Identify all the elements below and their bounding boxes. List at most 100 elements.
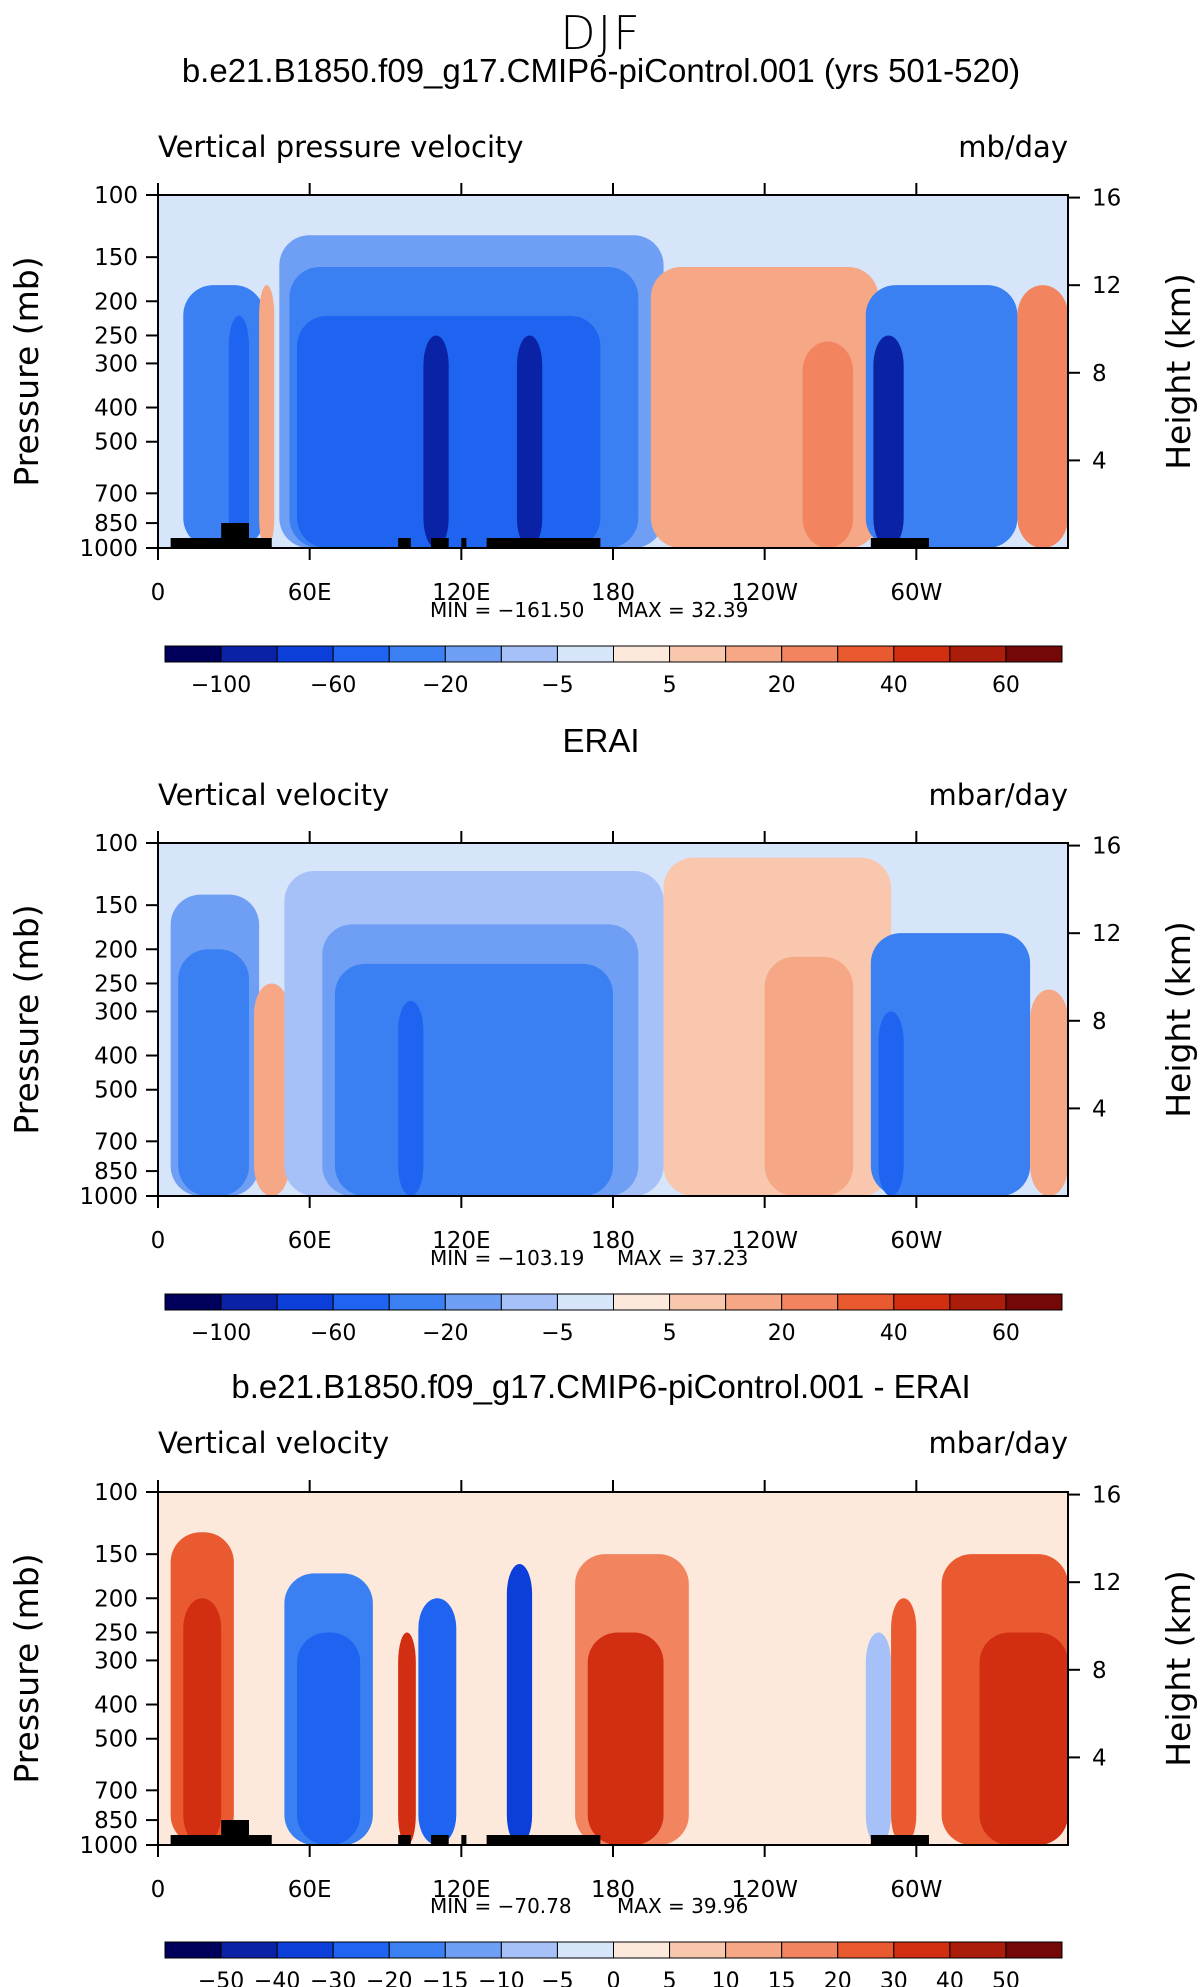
y-tick-label: 700 [94, 1778, 138, 1804]
contour-region [764, 956, 854, 1196]
y-tick-label: 300 [94, 999, 138, 1025]
variable-label: Vertical pressure velocity [158, 130, 524, 164]
colorbar-swatch [164, 1293, 222, 1311]
contour-region [878, 1011, 904, 1196]
colorbar-label: −40 [254, 1969, 300, 1987]
y-right-tick-label: 12 [1092, 921, 1121, 947]
plot-area [158, 195, 1068, 548]
y-tick-label: 400 [94, 396, 138, 422]
colorbar-swatch [669, 645, 727, 663]
y-right-tick-label: 12 [1092, 1570, 1121, 1596]
x-tick-label: 60E [288, 1877, 332, 1903]
colorbar-swatch [332, 1293, 390, 1311]
variable-label: Vertical velocity [158, 778, 389, 812]
contour-region [506, 1564, 533, 1845]
min-value: MIN = −161.50 [430, 598, 584, 622]
topography-block [431, 538, 449, 548]
units-label: mb/day [958, 130, 1068, 164]
min-value: MIN = −103.19 [430, 1246, 584, 1270]
y-tick-label: 100 [94, 831, 138, 857]
colorbar-swatch [949, 645, 1007, 663]
colorbar-label: 60 [992, 673, 1020, 698]
y-tick-label: 250 [94, 1620, 138, 1646]
min-value: MIN = −70.78 [430, 1894, 572, 1918]
y-right-tick-label: 8 [1092, 1658, 1107, 1684]
y-tick-label: 400 [94, 1693, 138, 1719]
colorbar-label: −5 [541, 673, 573, 698]
y-tick-label: 150 [94, 245, 138, 271]
topography-block [221, 1820, 249, 1845]
x-tick-label: 60E [288, 1228, 332, 1254]
y-axis-label: Pressure (mb) [7, 1553, 46, 1783]
plot-area [158, 843, 1068, 1196]
x-tick-label: 120W [731, 1228, 798, 1254]
y-tick-label: 700 [94, 481, 138, 507]
x-tick-label: 60W [890, 1228, 942, 1254]
colorbar-swatch [837, 1293, 895, 1311]
plot-area [158, 1492, 1068, 1845]
colorbar-swatch [837, 645, 895, 663]
colorbar-swatch [837, 1941, 895, 1959]
y-tick-label: 200 [94, 289, 138, 315]
colorbar-swatch [332, 645, 390, 663]
y-right-tick-label: 4 [1092, 1096, 1107, 1122]
colorbar-swatch [332, 1941, 390, 1959]
x-tick-label: 120E [432, 1877, 490, 1903]
x-tick-label: 0 [151, 1228, 166, 1254]
colorbar-swatch [893, 1941, 951, 1959]
colorbar-swatch [388, 1293, 446, 1311]
y-tick-label: 200 [94, 937, 138, 963]
x-tick-label: 180 [591, 580, 635, 606]
colorbar-swatch [669, 1293, 727, 1311]
colorbar-swatch [949, 1293, 1007, 1311]
y-tick-label: 250 [94, 323, 138, 349]
colorbar-label: 20 [768, 1321, 796, 1346]
y-axis-label: Pressure (mb) [7, 256, 46, 486]
y-tick-label: 500 [94, 1078, 138, 1104]
y-right-tick-label: 8 [1092, 1009, 1107, 1035]
y-tick-label: 150 [94, 893, 138, 919]
contour-region [297, 1632, 361, 1845]
y-right-tick-label: 16 [1092, 186, 1121, 212]
panel-2: ERAI Vertical velocity mbar/day 0 60E 120E 180… [7, 722, 1198, 1346]
contour-region [183, 285, 265, 548]
contour-region [418, 1598, 457, 1845]
colorbar-label: −15 [422, 1969, 468, 1987]
y-tick-label: 100 [94, 1480, 138, 1506]
y-tick-label: 850 [94, 511, 138, 537]
colorbar-label: −30 [310, 1969, 356, 1987]
panel-title: b.e21.B1850.f09_g17.CMIP6-piControl.001 … [231, 1368, 970, 1405]
colorbar-swatch [444, 1941, 502, 1959]
colorbar-swatch [725, 1941, 783, 1959]
colorbar-swatch [949, 1941, 1007, 1959]
colorbar-label: 0 [607, 1969, 621, 1987]
colorbar-label: 60 [992, 1321, 1020, 1346]
x-tick-label: 120E [432, 1228, 490, 1254]
x-tick-label: 60W [890, 1877, 942, 1903]
colorbar-swatch [1005, 645, 1063, 663]
contour-region [802, 341, 854, 548]
y-tick-label: 250 [94, 971, 138, 997]
topography-block [398, 1835, 411, 1845]
colorbar: −100 −60 −20 −5 5 20 40 60 [164, 1293, 1063, 1346]
y-tick-label: 1000 [79, 1184, 138, 1210]
contour-region [423, 335, 449, 548]
contour-region [259, 285, 275, 548]
max-value: MAX = 39.96 [617, 1894, 748, 1918]
y-tick-label: 300 [94, 1648, 138, 1674]
y-right-tick-label: 4 [1092, 448, 1107, 474]
topography-block [870, 1835, 929, 1845]
max-value: MAX = 32.39 [617, 598, 748, 622]
topography-block [870, 538, 929, 548]
colorbar: −50 −40 −30 −20 −15 −10 −5 0 5 10 15 20 30 40 50 [164, 1941, 1063, 1987]
x-tick-label: 0 [151, 580, 166, 606]
y-tick-label: 200 [94, 1586, 138, 1612]
contour-region [228, 315, 249, 548]
y-tick-label: 100 [94, 183, 138, 209]
x-tick-label: 60W [890, 580, 942, 606]
x-tick-label: 120E [432, 580, 490, 606]
colorbar-swatch [781, 1941, 839, 1959]
colorbar-swatch [556, 1293, 614, 1311]
contour-region [398, 1000, 424, 1196]
colorbar-label: 5 [663, 673, 677, 698]
